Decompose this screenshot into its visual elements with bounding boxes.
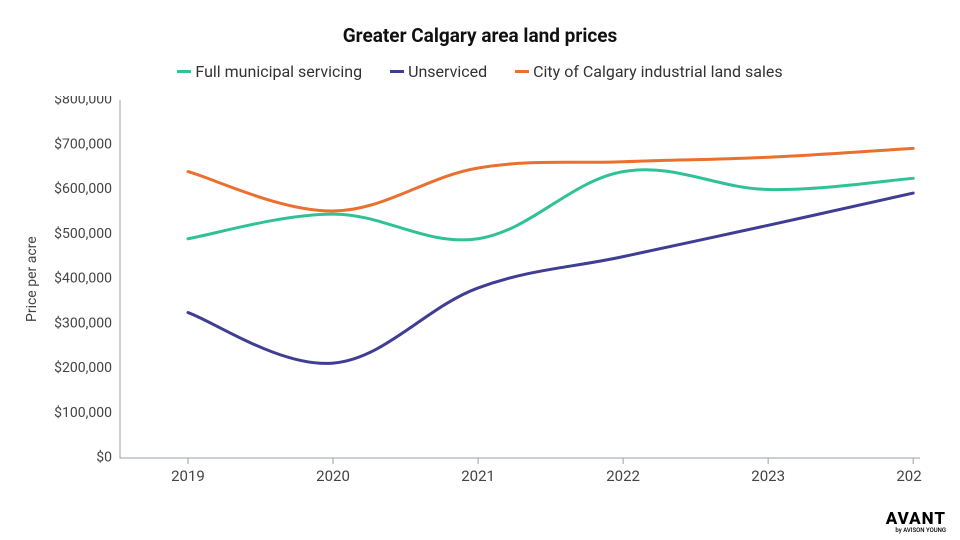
legend-swatch	[177, 70, 191, 73]
x-tick-label: 2021	[461, 467, 495, 485]
chart-title: Greater Calgary area land prices	[0, 24, 960, 47]
legend-label: Full municipal servicing	[195, 62, 362, 81]
chart-container: Greater Calgary area land prices Full mu…	[0, 0, 960, 540]
x-tick-label: 2023	[751, 467, 785, 485]
y-tick-label: $800,000	[54, 96, 112, 108]
series-line	[188, 148, 913, 211]
y-tick-label: $300,000	[54, 314, 112, 331]
legend-swatch	[390, 70, 404, 73]
legend-label: City of Calgary industrial land sales	[533, 62, 782, 81]
legend-item: Unserviced	[390, 62, 487, 81]
legend-label: Unserviced	[408, 62, 487, 81]
y-tick-label: $700,000	[54, 135, 112, 152]
y-tick-label: $400,000	[54, 270, 112, 287]
series-line	[188, 193, 913, 363]
y-tick-label: $200,000	[54, 359, 112, 376]
y-tick-label: $0	[96, 449, 112, 466]
y-tick-label: $500,000	[54, 225, 112, 242]
legend: Full municipal servicing Unserviced City o…	[0, 62, 960, 81]
legend-item: Full municipal servicing	[177, 62, 362, 81]
y-tick-label: $100,000	[54, 404, 112, 421]
series-line	[188, 170, 913, 240]
legend-swatch	[515, 70, 529, 73]
x-tick-label: 2019	[171, 467, 205, 485]
x-tick-label: 2022	[606, 467, 640, 485]
brand-block: AVANT by AVISON YOUNG	[886, 511, 946, 534]
plot-area: $0 $100,000 $200,000 $300,000 $400,000 $500,0…	[30, 96, 922, 498]
brand-main: AVANT	[886, 511, 946, 528]
x-tick-label: 2020	[316, 467, 350, 485]
brand-sub: by AVISON YOUNG	[886, 528, 946, 534]
x-tick-label: 2024	[896, 467, 922, 485]
y-tick-label: $600,000	[54, 180, 112, 197]
legend-item: City of Calgary industrial land sales	[515, 62, 782, 81]
